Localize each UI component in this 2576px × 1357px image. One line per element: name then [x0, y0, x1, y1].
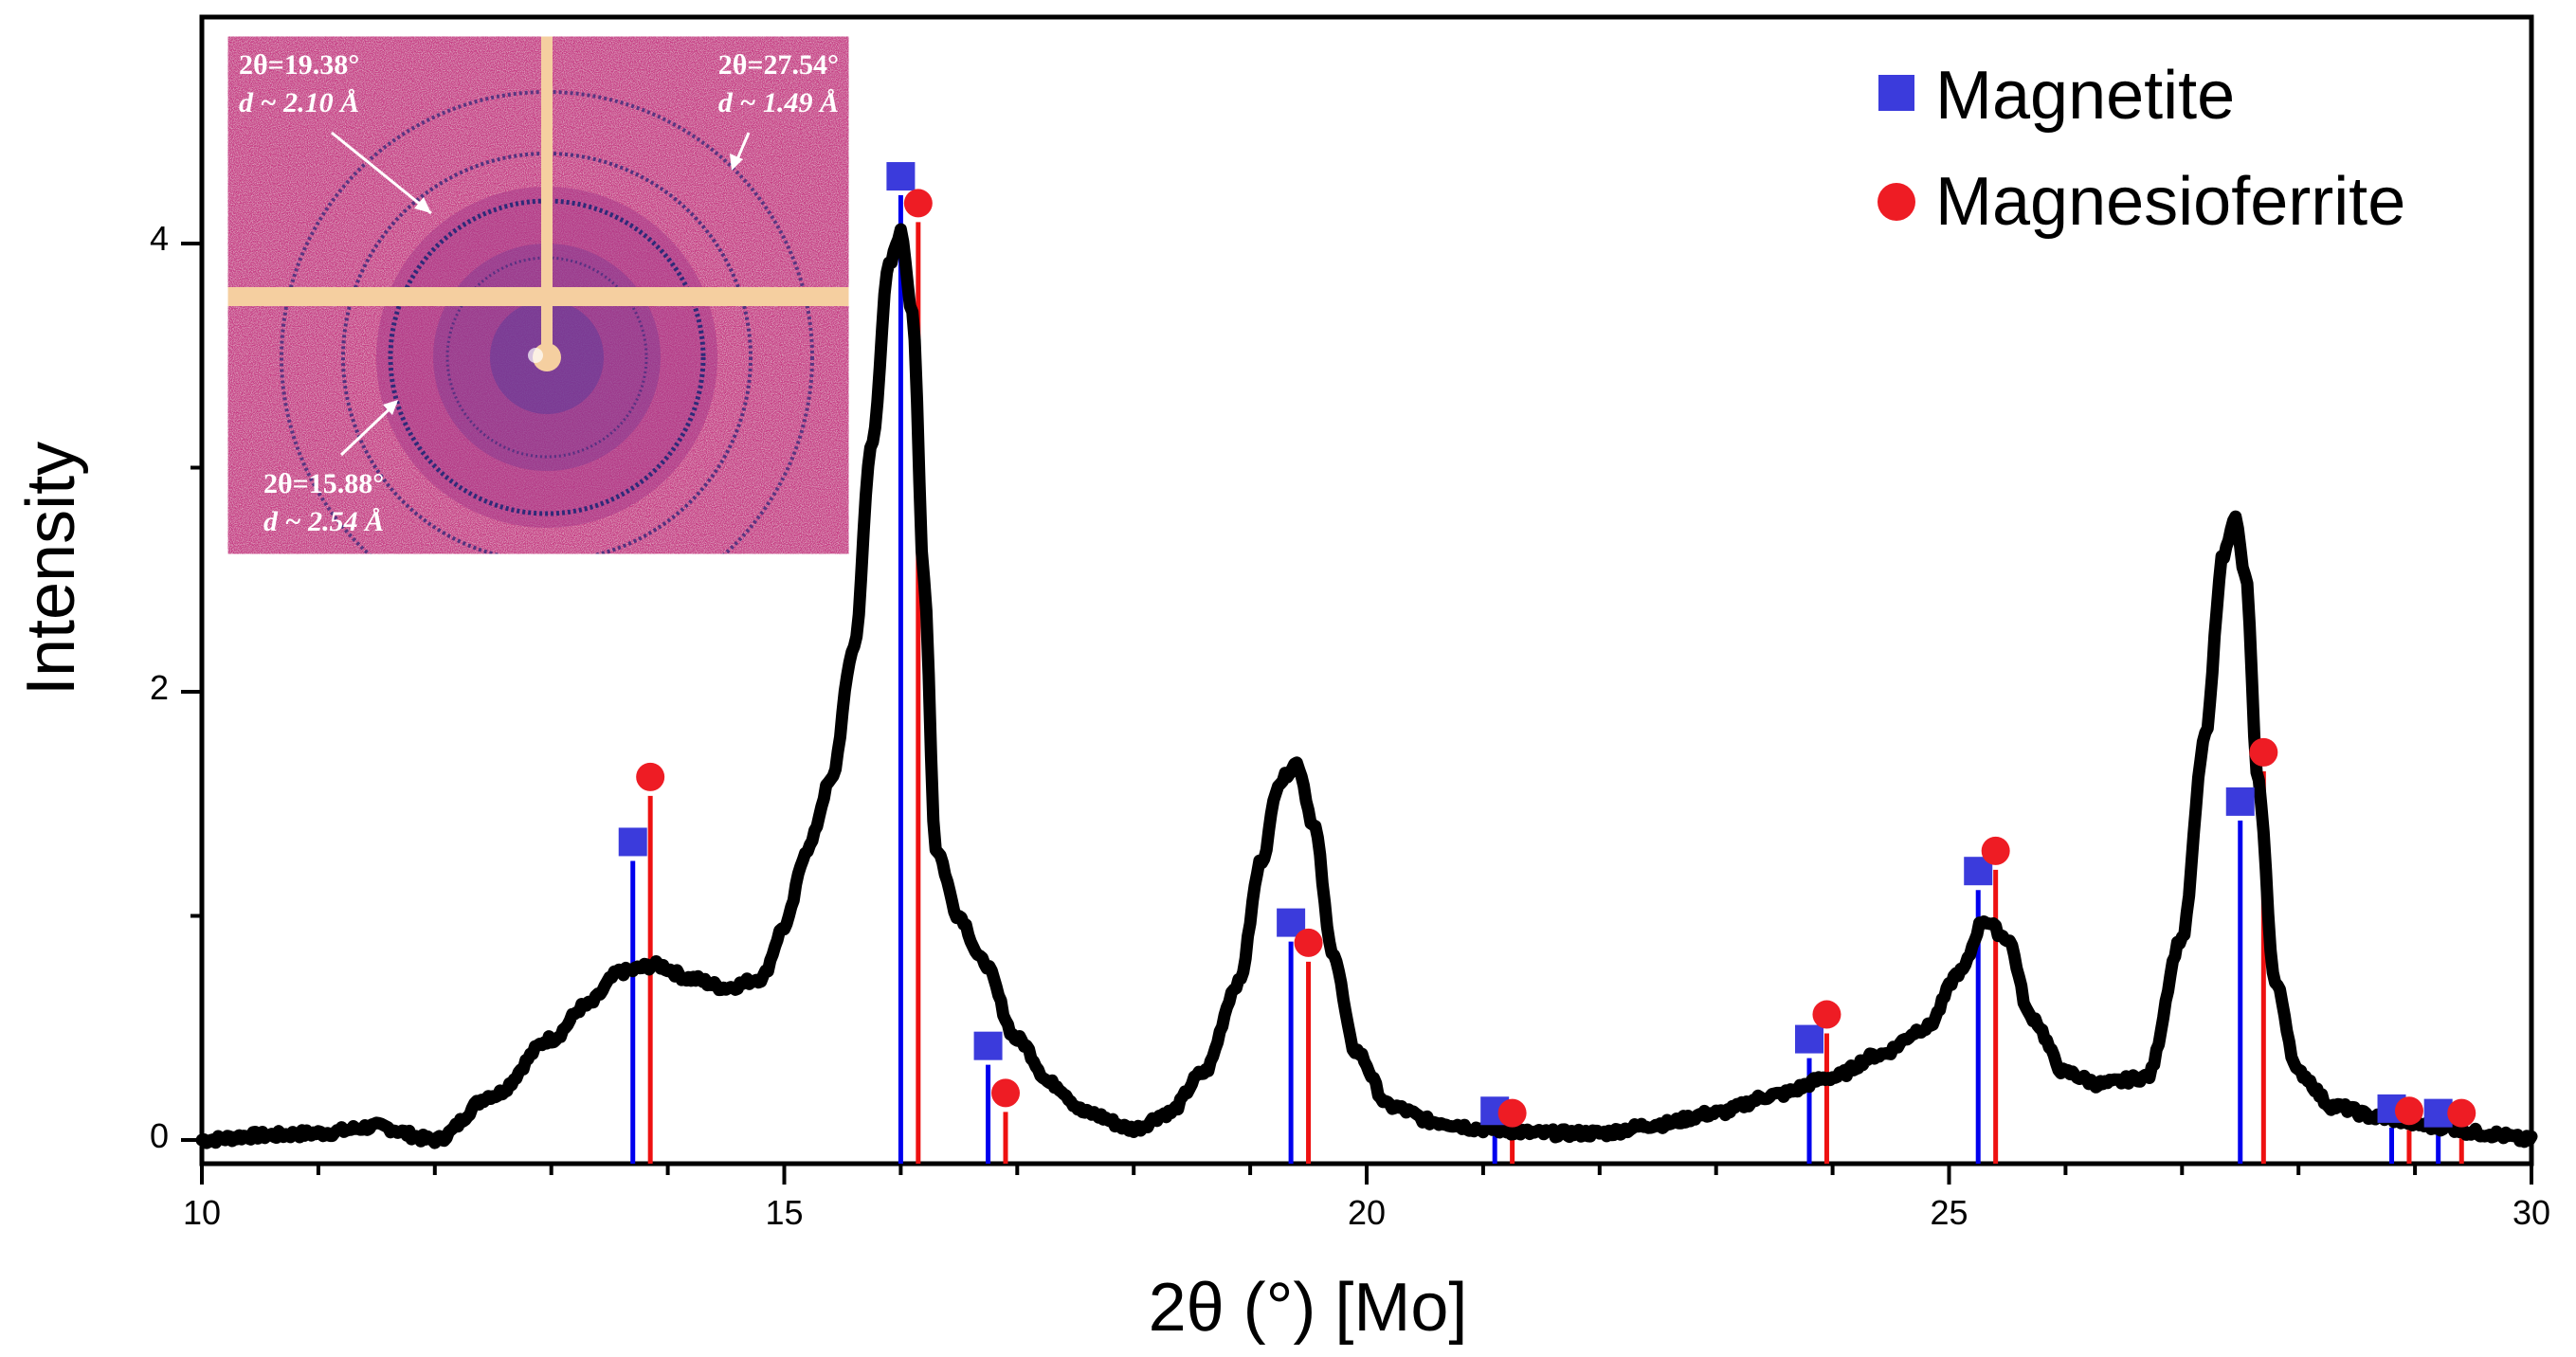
inset-label-angle: 2θ=27.54°: [718, 49, 839, 81]
legend: Magnetite Magnesioferrite: [1878, 58, 2405, 240]
x-tick-label: 10: [183, 1193, 221, 1232]
magnesioferrite-marker: [636, 762, 665, 791]
magnetite-marker: [2225, 787, 2255, 816]
inset-label-angle: 2θ=19.38°: [239, 49, 359, 81]
inset-label-angle: 2θ=15.88°: [263, 468, 384, 499]
y-axis-title: Intensity: [13, 442, 89, 696]
magnesioferrite-marker: [1497, 1098, 1527, 1128]
magnesioferrite-marker: [2447, 1098, 2476, 1128]
magnesioferrite-marker: [1981, 836, 2010, 865]
x-tick-label: 30: [2513, 1193, 2550, 1232]
inset-arrowhead: [383, 400, 398, 415]
inset-arrowhead: [414, 197, 431, 213]
legend-magnetite-marker: [1878, 75, 1914, 111]
y-tick-label: 2: [150, 668, 169, 707]
magnesioferrite-marker: [2394, 1096, 2423, 1126]
x-tick-label: 25: [1930, 1193, 1968, 1232]
axis-ticks: [181, 242, 2533, 1185]
magnetite-marker: [618, 827, 647, 857]
y-tick-label: 4: [150, 219, 169, 258]
y-tick-label: 0: [150, 1116, 169, 1155]
x-tick-label: 20: [1348, 1193, 1386, 1232]
inset-label-d: d ~ 2.10 Å: [239, 87, 359, 118]
magnesioferrite-marker: [903, 189, 933, 218]
inset-label-d: d ~ 1.49 Å: [718, 87, 839, 118]
inset-arrowhead: [730, 154, 743, 171]
magnetite-marker: [973, 1031, 1003, 1060]
pattern-line: [195, 223, 2538, 1149]
x-tick-label: 15: [765, 1193, 803, 1232]
x-axis-title: 2θ (°) [Mo]: [1149, 1270, 1468, 1346]
magnetite-marker: [1795, 1024, 1824, 1054]
inset-arrow: [339, 401, 398, 457]
legend-magnesioferrite-marker: [1878, 183, 1915, 221]
magnetite-marker: [886, 162, 916, 191]
reference-markers: [618, 162, 2476, 1128]
legend-magnetite-label: Magnetite: [1935, 58, 2235, 134]
legend-magnesioferrite-label: Magnesioferrite: [1935, 164, 2405, 240]
magnesioferrite-marker: [991, 1078, 1021, 1108]
reference-sticks: [630, 195, 2464, 1164]
magnesioferrite-marker: [2249, 737, 2278, 767]
magnesioferrite-marker: [1294, 928, 1323, 957]
magnesioferrite-marker: [1812, 1000, 1841, 1029]
inset-diffraction-image: 2θ=19.38° d ~ 2.10 Å 2θ=27.54° d ~ 1.49 …: [227, 35, 850, 555]
inset-arrow: [331, 131, 432, 215]
inset-label-d: d ~ 2.54 Å: [263, 506, 384, 537]
